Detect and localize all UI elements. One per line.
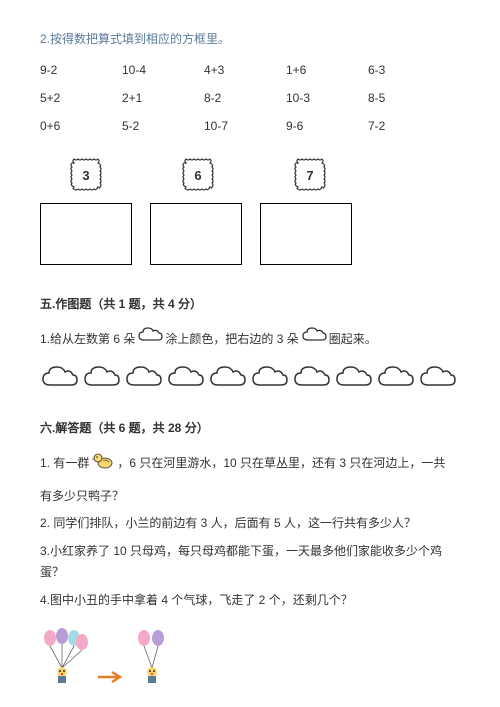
expr-cell: 10-3: [286, 91, 368, 105]
box-number: 3: [82, 168, 89, 183]
expr-cell: 5+2: [40, 91, 122, 105]
section-6-q2: 2. 同学们排队，小兰的前边有 3 人，后面有 5 人，这一行共有多少人？: [40, 513, 460, 535]
cloud-icon: [208, 364, 246, 393]
cloud-icon: [166, 364, 204, 393]
answer-box: [260, 203, 352, 265]
answer-box: [40, 203, 132, 265]
section-5-q1: 1.给从左数第 6 朵 涂上颜色，把右边的 3 朵 圈起来。: [40, 326, 460, 352]
answer-boxes-row: [40, 203, 460, 265]
q-text: 圈起来。: [329, 328, 377, 351]
expr-cell: 6-3: [368, 63, 450, 77]
expr-cell: 8-5: [368, 91, 450, 105]
q-text: ，6 只在河里游水，10 只在草丛里，还有 3 只在河边上，一共: [117, 452, 445, 475]
expr-cell: 7-2: [368, 119, 450, 133]
expr-cell: 1+6: [286, 63, 368, 77]
expr-cell: 8-2: [204, 91, 286, 105]
q-text: 1. 有一群: [40, 452, 89, 475]
section-6-title: 六.解答题（共 6 题，共 28 分）: [40, 419, 460, 436]
q-text: 有多少只鸭子？: [40, 486, 460, 508]
section-5-title: 五.作图题（共 1 题，共 4 分）: [40, 295, 460, 312]
answer-box: [150, 203, 242, 265]
squiggle-box-6: 6: [180, 157, 216, 193]
expr-row-1: 9-2 10-4 4+3 1+6 6-3: [40, 63, 460, 77]
box-number: 7: [306, 168, 313, 183]
cloud-icon: [301, 326, 327, 352]
expr-cell: 4+3: [204, 63, 286, 77]
expression-table: 9-2 10-4 4+3 1+6 6-3 5+2 2+1 8-2 10-3 8-…: [40, 63, 460, 133]
cloud-icon: [250, 364, 288, 393]
arrow-icon: [98, 670, 124, 687]
squiggle-boxes-row: 3 6 7: [40, 157, 460, 193]
squiggle-box-7: 7: [292, 157, 328, 193]
cloud-icon: [334, 364, 372, 393]
cloud-icon: [82, 364, 120, 393]
clouds-row: [40, 364, 460, 393]
question-2-title: 2.按得数把算式填到相应的方框里。: [40, 30, 460, 47]
expr-cell: 0+6: [40, 119, 122, 133]
clown-balloons-2-icon: [132, 628, 176, 687]
cloud-icon: [137, 326, 163, 352]
expr-cell: 9-2: [40, 63, 122, 77]
expr-cell: 10-4: [122, 63, 204, 77]
box-number: 6: [194, 168, 201, 183]
clown-balloons-4-icon: [40, 628, 90, 687]
section-6-q1: 1. 有一群 ，6 只在河里游水，10 只在草丛里，还有 3 只在河边上，一共: [40, 450, 460, 478]
q-text: 涂上颜色，把右边的 3 朵: [165, 328, 298, 351]
section-6-q4: 4.图中小丑的手中拿着 4 个气球，飞走了 2 个，还剩几个？: [40, 590, 460, 612]
cloud-icon: [376, 364, 414, 393]
expr-cell: 9-6: [286, 119, 368, 133]
squiggle-box-3: 3: [68, 157, 104, 193]
q-text: 1.给从左数第 6 朵: [40, 328, 135, 351]
cloud-icon: [418, 364, 456, 393]
duck-icon: [91, 450, 115, 478]
expr-cell: 5-2: [122, 119, 204, 133]
expr-row-2: 5+2 2+1 8-2 10-3 8-5: [40, 91, 460, 105]
expr-row-3: 0+6 5-2 10-7 9-6 7-2: [40, 119, 460, 133]
cloud-icon: [40, 364, 78, 393]
balloons-row: [40, 628, 460, 687]
cloud-icon: [124, 364, 162, 393]
expr-cell: 10-7: [204, 119, 286, 133]
section-6-q3: 3.小红家养了 10 只母鸡，每只母鸡都能下蛋，一天最多他们家能收多少个鸡蛋？: [40, 541, 460, 584]
cloud-icon: [292, 364, 330, 393]
expr-cell: 2+1: [122, 91, 204, 105]
